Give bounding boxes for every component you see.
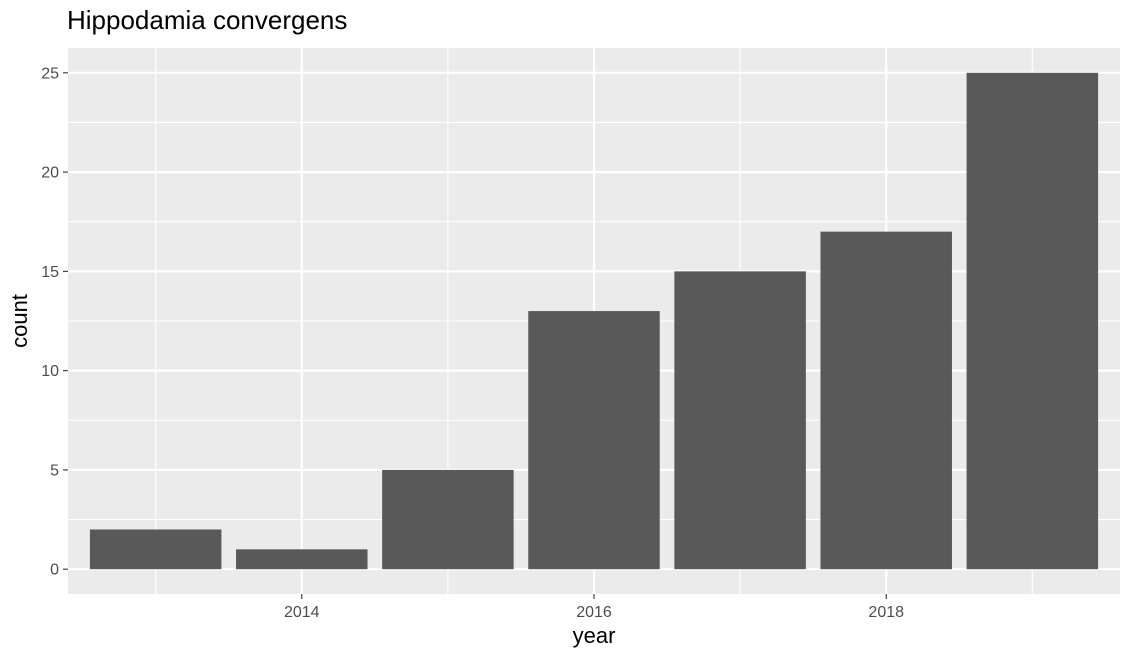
y-tick-label: 25	[41, 65, 59, 82]
bars	[89, 72, 1099, 570]
bar-2014	[236, 549, 368, 570]
bar-2019	[966, 72, 1099, 570]
y-axis-label: count	[7, 294, 32, 348]
chart-title: Hippodamia convergens	[67, 5, 347, 35]
x-tick-label: 2014	[284, 604, 320, 621]
y-tick-label: 0	[50, 562, 59, 579]
x-axis-label: year	[573, 623, 616, 648]
bar-2015	[382, 469, 514, 570]
bar-2016	[528, 311, 660, 570]
bar-2017	[674, 271, 806, 570]
x-tick-label: 2018	[868, 604, 904, 621]
y-axis: 0 5 10 15 20 25	[41, 65, 68, 579]
y-tick-label: 20	[41, 165, 59, 182]
y-tick-label: 5	[50, 462, 59, 479]
bar-2013	[89, 529, 222, 570]
x-axis: 2014 2016 2018	[284, 594, 904, 621]
y-tick-label: 15	[41, 264, 59, 281]
y-tick-label: 10	[41, 363, 59, 380]
bar-2018	[820, 231, 952, 570]
x-tick-label: 2016	[576, 604, 612, 621]
